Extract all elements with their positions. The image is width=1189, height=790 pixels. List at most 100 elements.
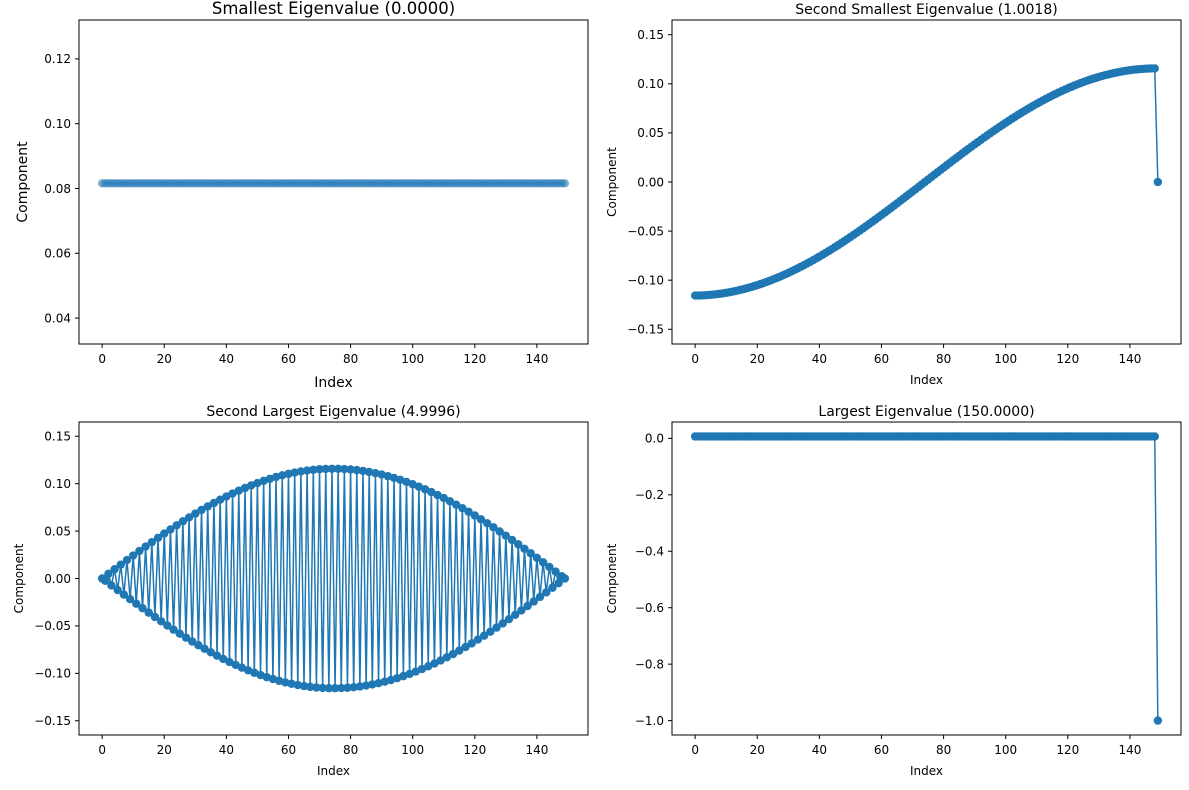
data-point xyxy=(560,179,570,188)
x-tick-label: 140 xyxy=(1118,352,1141,366)
data-point xyxy=(150,612,160,622)
x-tick-label: 80 xyxy=(936,352,951,366)
data-point xyxy=(1150,64,1159,73)
data-point xyxy=(197,505,206,515)
x-tick-label: 20 xyxy=(750,352,765,366)
x-tick-label: 100 xyxy=(994,352,1017,366)
x-tick-label: 100 xyxy=(401,352,424,366)
y-axis-label: Component xyxy=(15,141,31,223)
data-point xyxy=(355,682,365,691)
data-point xyxy=(302,466,312,475)
data-point xyxy=(309,465,318,474)
data-point xyxy=(495,527,504,536)
data-point xyxy=(191,509,200,518)
data-point xyxy=(290,468,299,477)
data-point xyxy=(113,585,122,595)
y-tick-label: 0.10 xyxy=(44,117,71,131)
y-tick-label: −0.4 xyxy=(635,545,664,559)
x-tick-label: 140 xyxy=(1118,743,1141,757)
data-point xyxy=(489,523,498,532)
x-tick-label: 60 xyxy=(874,743,889,757)
x-tick-label: 0 xyxy=(98,352,106,366)
data-point xyxy=(501,531,511,540)
data-point xyxy=(1153,716,1163,725)
data-point xyxy=(110,565,119,574)
y-axis-label: Component xyxy=(605,147,619,217)
data-point xyxy=(548,583,557,592)
chart-title: Smallest Eigenvalue (0.0000) xyxy=(212,0,455,18)
x-tick-label: 40 xyxy=(219,352,234,366)
data-point xyxy=(560,574,570,583)
x-tick-label: 0 xyxy=(691,743,699,757)
x-axis-label: Index xyxy=(314,375,353,391)
data-point xyxy=(116,560,125,569)
data-point xyxy=(526,549,535,558)
plot-frame xyxy=(671,421,1182,736)
data-point xyxy=(169,625,178,634)
y-tick-label: 0.05 xyxy=(637,126,664,140)
data-point xyxy=(365,467,374,477)
data-point xyxy=(181,633,191,642)
series xyxy=(97,464,570,693)
chart-title: Largest Eigenvalue (150.0000) xyxy=(818,404,1034,420)
y-tick-label: 0.04 xyxy=(44,311,71,325)
data-point xyxy=(225,657,234,667)
data-point xyxy=(306,682,315,692)
data-point xyxy=(461,642,470,652)
data-point xyxy=(554,578,563,588)
y-tick-label: −0.15 xyxy=(627,323,664,337)
data-point xyxy=(361,681,371,690)
x-tick-label: 140 xyxy=(525,352,548,366)
y-tick-label: 0.10 xyxy=(637,77,664,91)
chart-3: 0 20 40 60 80 100 120 140 −0.15 −0.10 −0.05 0.00 0.0… xyxy=(12,404,589,778)
data-point xyxy=(312,683,321,692)
data-point xyxy=(315,465,324,474)
data-point xyxy=(514,540,523,549)
data-point xyxy=(538,558,548,567)
data-point xyxy=(135,546,144,556)
data-point xyxy=(215,495,225,504)
y-tick-label: −0.8 xyxy=(635,657,664,671)
data-point xyxy=(427,487,436,497)
y-tick-label: 0.15 xyxy=(637,28,664,42)
y-tick-label: −0.6 xyxy=(635,601,664,615)
x-tick-label: 140 xyxy=(525,743,548,757)
data-point xyxy=(346,465,355,474)
data-point xyxy=(219,654,228,664)
data-point xyxy=(166,525,175,534)
data-point xyxy=(200,644,209,654)
series-line xyxy=(695,435,1159,721)
data-point xyxy=(476,515,486,524)
series xyxy=(690,64,1163,300)
data-point xyxy=(445,497,455,506)
data-point xyxy=(439,493,448,503)
data-point xyxy=(1150,432,1159,441)
data-point xyxy=(358,466,368,476)
y-tick-label: 0.06 xyxy=(44,247,71,261)
data-point xyxy=(504,614,514,624)
data-point xyxy=(510,610,520,620)
data-point xyxy=(147,537,157,547)
data-point xyxy=(141,542,150,551)
x-axis-label: Index xyxy=(317,764,350,778)
x-tick-label: 20 xyxy=(750,743,765,757)
data-point xyxy=(128,551,138,560)
data-point xyxy=(296,467,306,476)
x-tick-label: 80 xyxy=(343,352,358,366)
y-tick-label: −0.2 xyxy=(635,488,664,502)
y-tick-label: −0.05 xyxy=(627,224,664,238)
data-point xyxy=(551,567,560,576)
data-point xyxy=(492,623,501,632)
x-axis-label: Index xyxy=(910,373,943,387)
x-tick-label: 0 xyxy=(691,352,699,366)
data-point xyxy=(287,679,296,689)
data-point xyxy=(507,535,517,545)
data-point xyxy=(293,680,302,690)
data-point xyxy=(175,629,184,638)
x-tick-label: 20 xyxy=(157,352,172,366)
data-point xyxy=(163,621,172,630)
x-tick-label: 40 xyxy=(219,743,234,757)
data-point xyxy=(352,465,361,475)
data-point xyxy=(535,592,545,602)
x-tick-label: 120 xyxy=(463,352,486,366)
